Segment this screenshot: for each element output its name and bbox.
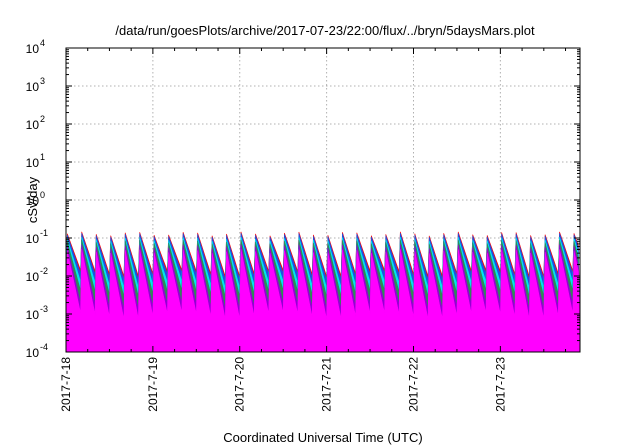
y-tick-label: 10 — [26, 346, 40, 360]
series-area — [65, 249, 581, 353]
y-tick-label: 10 — [26, 270, 40, 284]
y-tick-exponent: 2 — [40, 114, 45, 124]
chart-title: /data/run/goesPlots/archive/2017-07-23/2… — [115, 23, 535, 38]
y-tick-exponent: 1 — [40, 152, 45, 162]
x-axis-label: Coordinated Universal Time (UTC) — [223, 430, 422, 445]
y-tick-exponent: 0 — [40, 190, 45, 200]
y-tick-exponent: -4 — [40, 342, 48, 352]
y-tick-exponent: -2 — [40, 266, 48, 276]
y-tick-label: 10 — [26, 232, 40, 246]
y-tick-label: 10 — [26, 308, 40, 322]
y-tick-exponent: -1 — [40, 228, 48, 238]
x-tick-label: 2017-7-20 — [233, 357, 247, 412]
x-tick-label: 2017-7-22 — [406, 357, 420, 412]
y-tick-label: 10 — [26, 194, 40, 208]
y-tick-label: 10 — [26, 80, 40, 94]
x-tick-label: 2017-7-23 — [493, 357, 507, 412]
series-group — [65, 231, 581, 353]
y-tick-label: 10 — [26, 42, 40, 56]
y-tick-label: 10 — [26, 118, 40, 132]
x-tick-label: 2017-7-18 — [59, 357, 73, 412]
y-tick-exponent: -3 — [40, 304, 48, 314]
x-axis: 2017-7-18 2017-7-19 2017-7-20 2017-7-21 2017… — [59, 48, 567, 412]
y-tick-label: 10 — [26, 156, 40, 170]
y-axis-label: cSv/day — [25, 176, 40, 223]
x-tick-label: 2017-7-21 — [320, 357, 334, 412]
y-tick-exponent: 3 — [40, 76, 45, 86]
x-tick-label: 2017-7-19 — [146, 357, 160, 412]
y-tick-exponent: 4 — [40, 38, 45, 48]
